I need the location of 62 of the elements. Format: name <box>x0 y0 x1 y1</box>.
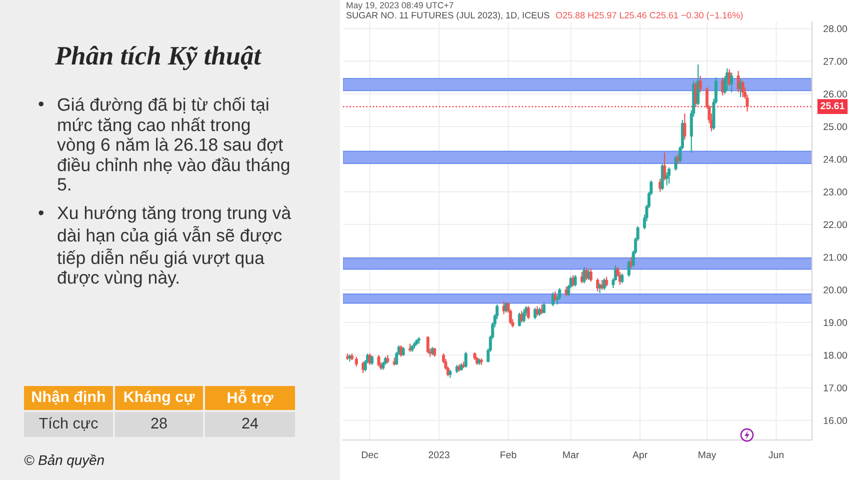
y-tick-label: 19.00 <box>824 319 848 326</box>
candlestick <box>674 155 678 172</box>
x-tick-label: Feb <box>500 451 516 458</box>
candlestick <box>627 260 630 278</box>
chart-title: SUGAR NO. 11 FUTURES (JUL 2023), 1D, ICEUS <box>346 12 550 20</box>
candlestick <box>377 354 380 368</box>
chart-subtitle: O25.88 H25.97 L25.46 C25.61 −0.30 (−1.16%) <box>556 12 743 20</box>
text: 24 <box>242 418 258 428</box>
x-tick-label: Jun <box>768 451 784 458</box>
y-tick-label: 23.00 <box>824 188 848 196</box>
text: Tích cực <box>39 417 98 431</box>
candlestick <box>598 282 602 294</box>
candlestick <box>658 178 662 192</box>
y-tick-label: 28.00 <box>824 25 848 32</box>
y-tick-label: 27.00 <box>824 58 848 65</box>
text: May 19, 2023 08:49 UTC+7 <box>346 2 454 10</box>
y-tick-label: 21.00 <box>824 254 848 261</box>
candlestick <box>354 356 358 368</box>
y-tick-label: 16.00 <box>824 417 848 424</box>
text: • Xu hướng tăng trong trung và dài hạn của giá vẫn sẽ được tiếp diễn nếu giá vượt qua được vùng này. <box>38 206 292 288</box>
candlestick <box>589 268 592 282</box>
x-tick-label: Mar <box>563 451 580 458</box>
x-tick-label: May <box>698 451 716 460</box>
candlestick <box>698 75 702 93</box>
x-tick-label: 2023 <box>428 451 450 458</box>
ref-line-label: 25.61 <box>820 102 844 110</box>
candlestick <box>542 302 546 314</box>
text: Nhận định <box>32 390 105 405</box>
candlestick <box>596 278 600 292</box>
y-tick-label: 18.00 <box>824 352 848 359</box>
y-tick-label: 20.00 <box>824 286 848 294</box>
candlestick <box>602 278 606 290</box>
y-tick-label: 17.00 <box>824 384 848 392</box>
candlestick <box>574 274 577 288</box>
text: 28 <box>151 418 167 429</box>
x-tick-label: Dec <box>362 451 378 458</box>
candlestick <box>554 290 557 302</box>
text: Kháng cự <box>124 390 195 406</box>
candlestick <box>558 288 562 300</box>
candlestick <box>582 266 586 284</box>
y-tick-label: 24.00 <box>824 156 848 163</box>
x-tick-label: Apr <box>632 451 648 460</box>
candlestick <box>736 70 740 93</box>
candlestick <box>668 166 671 184</box>
y-tick-label: 26.00 <box>824 90 848 98</box>
candlestick <box>663 152 666 181</box>
candlestick <box>620 272 624 284</box>
y-tick-label: 25.00 <box>824 123 848 130</box>
candlestick <box>426 336 430 354</box>
candlestick <box>526 306 530 320</box>
y-tick-label: 22.00 <box>824 221 848 228</box>
candlestick <box>605 276 608 288</box>
text: Hỗ trợ <box>228 389 274 406</box>
candlestick <box>683 112 686 140</box>
candlestick <box>741 80 744 98</box>
text: © Bản quyền <box>24 454 104 468</box>
text: • Giá đường đã bị từ chối tại mức tăng cao nhất trong vòng 6 năm là 26.18 sau đợt điều chỉnh nhẹ vào đầu tháng 5. <box>38 97 290 191</box>
text: Phân tích Kỹ thuật <box>54 46 262 70</box>
candlestick <box>730 72 734 93</box>
candlestick <box>665 172 668 186</box>
candlestick <box>370 355 374 366</box>
candlestick <box>540 304 544 315</box>
